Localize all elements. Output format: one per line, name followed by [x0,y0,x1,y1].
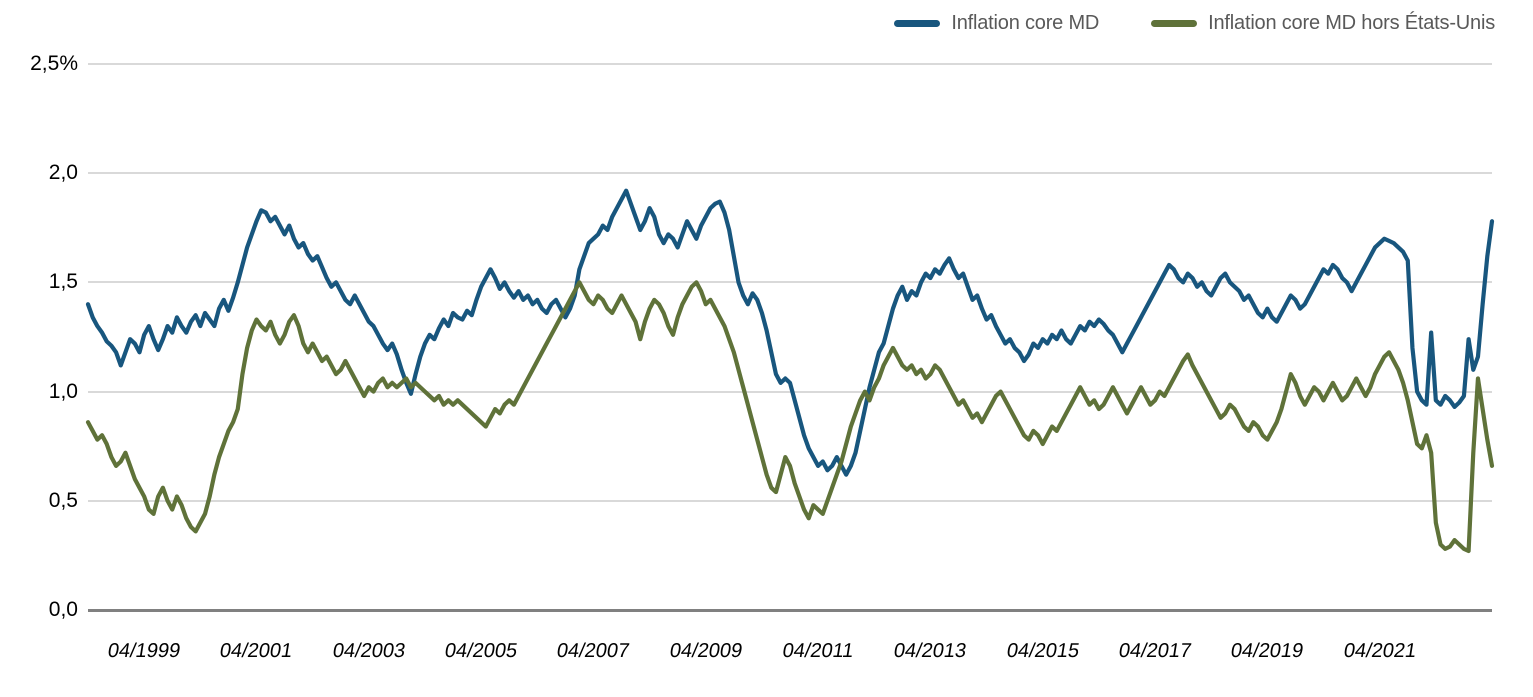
y-axis-tick-label: 2,5% [30,52,78,75]
y-axis-tick-label: 1,0 [48,379,78,403]
series-container [85,188,1495,554]
legend-item-inflation-core-md[interactable]: Inflation core MD [894,12,1099,35]
legend-swatch-green [1151,19,1198,27]
y-axis-tick-label: 2,0 [48,161,78,185]
series-line-inflation-core-md-hors-etats-unis [85,280,1495,554]
x-axis-tick-label: 04/2013 [892,640,969,662]
legend-label-inflation-core-md-hors-etats-unis: Inflation core MD hors États-Unis [1208,11,1495,34]
x-axis-tick-label: 04/2005 [443,640,520,662]
chart-legend: Inflation core MD Inflation core MD hors… [0,8,1533,38]
legend-label-inflation-core-md: Inflation core MD [951,11,1100,34]
x-axis-tick-label: 04/2015 [1004,640,1081,662]
x-axis-tick-label: 04/2001 [218,640,295,662]
y-axis-tick-label: 0,5 [48,488,78,512]
y-axis-tick-label: 1,5 [48,270,78,294]
y-axis: 2,5% 2,0 1,5 1,0 0,5 0,0 [0,0,78,697]
x-axis-tick-label: 04/2021 [1341,640,1418,662]
x-axis-tick-label: 04/1999 [106,640,183,662]
x-axis-tick-label: 04/2017 [1117,640,1194,662]
legend-swatch-blue [894,19,941,27]
series-line-inflation-core-md [85,188,1495,477]
x-axis-tick-label: 04/2007 [555,640,632,662]
x-axis-tick-label: 04/2011 [781,640,856,662]
plot-area [85,63,1495,612]
x-axis-tick-label: 04/2009 [667,640,744,662]
x-axis-tick-label: 04/2003 [330,640,407,662]
legend-item-inflation-core-md-hors-etats-unis[interactable]: Inflation core MD hors États-Unis [1151,12,1495,35]
y-axis-tick-label: 0,0 [48,598,78,621]
x-axis: 04/1999 04/2001 04/2003 04/2005 04/2007 04/20… [0,632,1533,672]
x-axis-tick-label: 04/2019 [1229,640,1306,662]
